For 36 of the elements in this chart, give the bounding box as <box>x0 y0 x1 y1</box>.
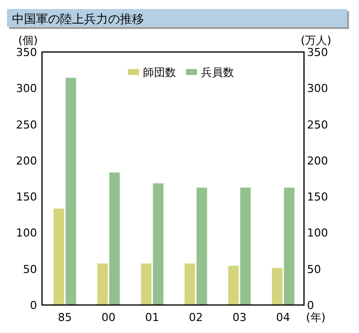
y-axis-title: (個) <box>18 34 38 47</box>
y2-tick-label: 350 <box>307 46 328 59</box>
chart-title: 中国軍の陸上兵力の推移 <box>12 12 144 26</box>
y-tick-label: 100 <box>16 226 37 240</box>
bar <box>272 268 282 306</box>
bar <box>97 264 108 306</box>
y-tick-label: 350 <box>16 46 37 59</box>
y-tick-label: 50 <box>23 262 37 276</box>
bar <box>240 188 251 306</box>
y-tick-label: 300 <box>16 82 37 96</box>
bar <box>284 188 294 306</box>
y-tick-label: 0 <box>30 299 37 312</box>
x-tick-label: 00 <box>102 311 116 324</box>
bar <box>196 188 208 306</box>
y2-tick-label: 100 <box>307 226 328 240</box>
y2-tick-label: 300 <box>307 82 328 96</box>
x-tick-label: 85 <box>58 311 72 324</box>
legend-label: 兵員数 <box>201 66 234 79</box>
bar <box>152 183 164 306</box>
y-tick-label: 200 <box>16 154 37 168</box>
y2-tick-label: 200 <box>307 154 328 168</box>
bar <box>66 78 76 306</box>
y2-tick-label: 50 <box>307 262 321 276</box>
x-axis-title: (年) <box>306 311 326 324</box>
x-tick-label: 04 <box>276 311 290 324</box>
bar <box>109 172 120 306</box>
x-tick-label: 03 <box>232 311 246 324</box>
y2-tick-label: 0 <box>307 299 314 312</box>
y-tick-label: 150 <box>16 190 37 204</box>
x-tick-label: 01 <box>145 311 160 324</box>
y-tick-label: 250 <box>16 118 37 132</box>
y2-tick-label: 150 <box>307 190 328 204</box>
legend-label: 師団数 <box>143 66 176 79</box>
x-tick-label: 02 <box>188 311 203 324</box>
y2-axis-title: (万人) <box>300 34 332 47</box>
y2-tick-label: 250 <box>307 118 328 132</box>
